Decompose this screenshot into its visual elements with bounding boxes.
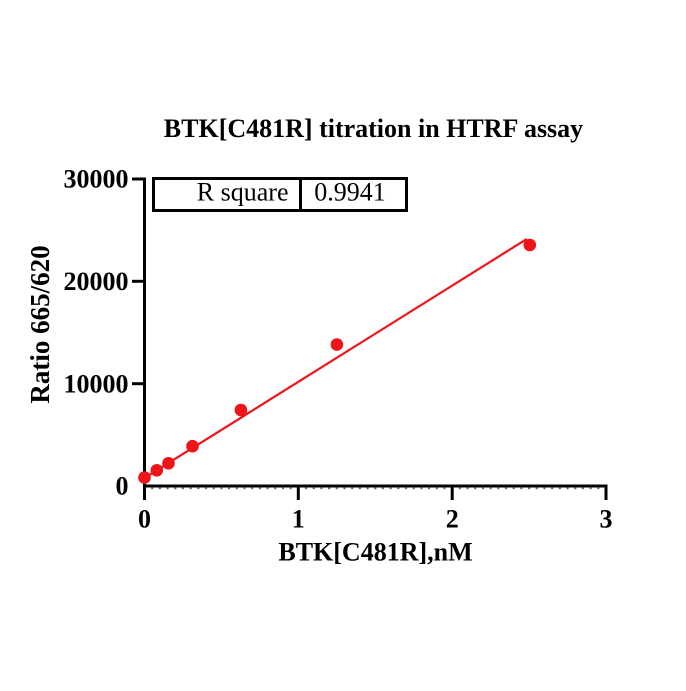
svg-text:1: 1 (292, 505, 305, 534)
svg-text:BTK[C481R],nM: BTK[C481R],nM (278, 538, 472, 567)
svg-text:3: 3 (600, 505, 613, 534)
svg-text:0.9941: 0.9941 (314, 178, 386, 207)
svg-text:BTK[C481R] titration in HTRF a: BTK[C481R] titration in HTRF assay (164, 114, 583, 143)
svg-text:0: 0 (116, 472, 129, 501)
svg-text:0: 0 (138, 505, 151, 534)
svg-text:2: 2 (446, 505, 459, 534)
svg-text:20000: 20000 (64, 267, 129, 296)
svg-text:30000: 30000 (64, 165, 129, 194)
svg-text:Ratio 665/620: Ratio 665/620 (25, 245, 55, 403)
svg-text:R square: R square (197, 178, 289, 207)
svg-text:10000: 10000 (64, 369, 129, 398)
